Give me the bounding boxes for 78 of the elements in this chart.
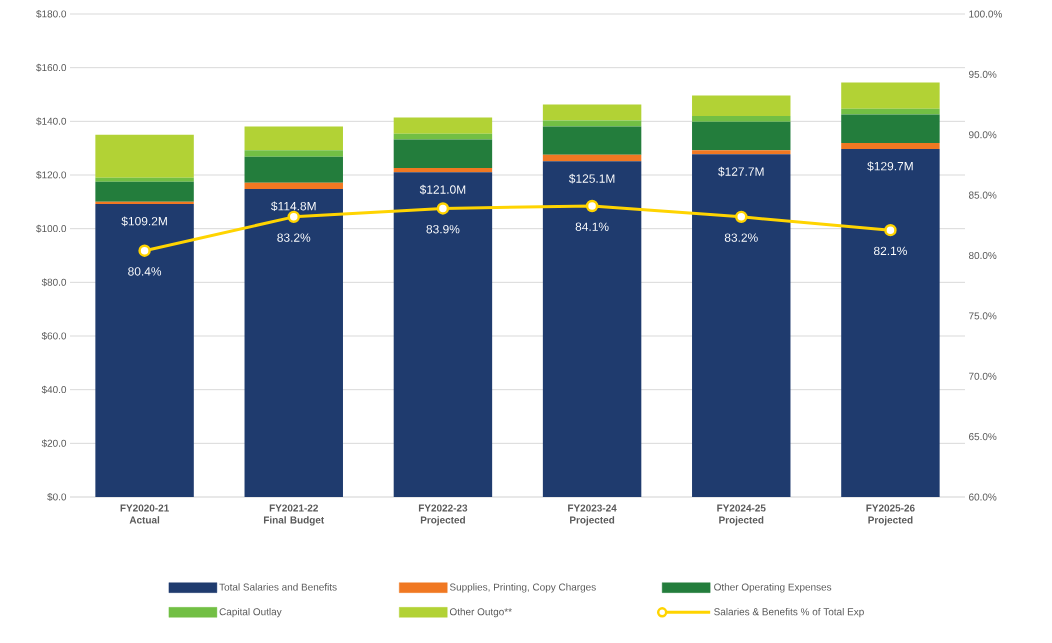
y2-tick-label: 80.0% bbox=[968, 251, 997, 260]
bar bbox=[393, 133, 493, 140]
x-tick-label: FY2023-24 Projected bbox=[568, 504, 617, 526]
bar bbox=[95, 177, 194, 182]
point bbox=[735, 210, 748, 224]
y-tick-label: $60.0 bbox=[41, 331, 67, 341]
y2-tick-label: 65.0% bbox=[969, 433, 997, 441]
legend-label: Capital Outlay bbox=[219, 607, 282, 618]
y2-tick-label: 100.0% bbox=[969, 10, 1002, 18]
bar bbox=[244, 156, 343, 183]
x-tick-label: FY2020-21 Actual bbox=[120, 504, 169, 524]
data-label: 82.1% bbox=[873, 246, 907, 256]
bar bbox=[95, 134, 194, 178]
bar bbox=[244, 126, 343, 151]
data-label: $129.7M bbox=[867, 161, 913, 172]
data-label: $109.2M bbox=[121, 216, 167, 227]
bar bbox=[692, 154, 791, 497]
bar bbox=[244, 188, 343, 497]
bar bbox=[95, 181, 194, 202]
y-tick-label: $100.0 bbox=[36, 224, 67, 233]
bar bbox=[393, 168, 493, 173]
bar bbox=[692, 150, 791, 155]
x-tick-label: FY2021-22 Final Budget bbox=[263, 504, 325, 526]
y-tick-label: $140.0 bbox=[36, 117, 67, 126]
bar bbox=[841, 148, 940, 497]
y2-tick-label: 90.0% bbox=[969, 131, 997, 139]
bar bbox=[393, 117, 493, 134]
y-tick-label: $40.0 bbox=[41, 385, 67, 394]
bar bbox=[841, 108, 940, 115]
data-label: $125.1M bbox=[568, 173, 615, 184]
x-tick-label: FY2024-25 Projected bbox=[717, 504, 766, 526]
y-tick-label: $0.0 bbox=[47, 492, 67, 502]
point bbox=[884, 223, 897, 237]
bar bbox=[542, 104, 642, 121]
y2-tick-label: 75.0% bbox=[969, 312, 997, 320]
x-tick-label: FY2022-23 Projected bbox=[418, 504, 468, 526]
data-label: $114.8M bbox=[271, 201, 316, 212]
bar bbox=[692, 95, 791, 116]
bar bbox=[244, 182, 343, 189]
data-label: $121.0M bbox=[419, 184, 466, 195]
legend-label: Salaries & Benefits % of Total Exp bbox=[714, 607, 864, 618]
y2-tick-label: 95.0% bbox=[969, 70, 997, 78]
y-tick-label: $80.0 bbox=[41, 278, 67, 287]
x-tick-label: FY2025-26 Projected bbox=[866, 504, 915, 526]
data-label: 83.9% bbox=[426, 224, 460, 234]
bar bbox=[841, 114, 940, 144]
y-tick-label: $180.0 bbox=[36, 9, 67, 19]
bar bbox=[841, 82, 940, 109]
bar bbox=[95, 203, 194, 497]
point bbox=[436, 202, 450, 215]
bar bbox=[542, 154, 642, 162]
y2-tick-label: 85.0% bbox=[968, 191, 997, 199]
legend-label: Other Operating Expenses bbox=[714, 583, 832, 593]
bar bbox=[841, 143, 940, 149]
bar bbox=[692, 121, 791, 151]
y-tick-label: $160.0 bbox=[36, 63, 67, 72]
y-tick-label: $120.0 bbox=[36, 170, 67, 180]
bar bbox=[244, 150, 343, 157]
point bbox=[585, 199, 599, 213]
point bbox=[287, 210, 300, 224]
data-label: 83.2% bbox=[277, 233, 311, 242]
data-label: 83.2% bbox=[724, 233, 758, 242]
legend-label: Total Salaries and Benefits bbox=[219, 583, 337, 591]
bar bbox=[542, 161, 642, 497]
data-label: $127.7M bbox=[718, 166, 764, 177]
bar bbox=[393, 172, 493, 497]
legend-label: Other Outgo** bbox=[449, 607, 512, 618]
data-label: 84.1% bbox=[575, 222, 609, 231]
y2-tick-label: 60.0% bbox=[969, 493, 997, 501]
bar bbox=[95, 201, 194, 204]
bar bbox=[542, 126, 642, 155]
y-tick-label: $20.0 bbox=[41, 439, 67, 448]
legend-label: Supplies, Printing, Copy Charges bbox=[449, 583, 596, 593]
y2-tick-label: 70.0% bbox=[969, 372, 997, 380]
point bbox=[138, 244, 151, 257]
data-label: 80.4% bbox=[128, 267, 162, 276]
bar bbox=[692, 115, 791, 122]
bar bbox=[393, 139, 493, 169]
